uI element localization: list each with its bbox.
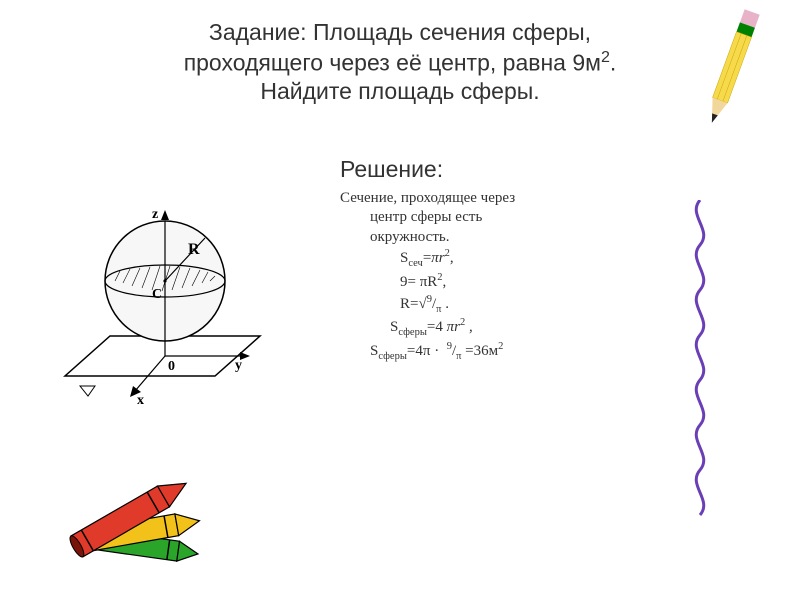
z-arrow [161,210,169,220]
title-sup: 2 [601,48,610,66]
solution-line-2: центр сферы есть [340,208,680,228]
center-dot [163,279,166,282]
formula-s-sec: Sсеч=πr2, [340,247,680,271]
label-C: C [152,287,162,302]
content-row: z y x R C 0 Решение: Сечение, проходящее… [0,156,800,411]
formula-s-sphere-2: Sсферы=4π · 9/π =36м2 [340,340,680,364]
plane [65,336,260,376]
solution-line-1: Сечение, проходящее через [340,189,680,209]
crayon-green [84,528,200,564]
label-R: R [188,241,200,258]
label-O: 0 [168,359,175,374]
title-dot: . [610,49,616,75]
crayons-icon [60,480,210,590]
formula-r: R=√9/π . [340,293,680,317]
formula-s-sphere-1: Sсферы=4 πr2 , [340,316,680,340]
label-z: z [152,207,158,222]
formula-nine: 9= πR2, [340,271,680,293]
crayon-red [67,480,192,559]
angle-marker [80,386,95,396]
solution-body: Сечение, проходящее через центр сферы ес… [340,189,680,364]
y-arrow [240,352,250,360]
title-line-3: Найдите площадь сферы. [260,78,539,104]
equator [105,265,225,297]
title-line-2: проходящего через её центр, равна 9м [184,49,601,75]
solution-heading: Решение: [340,156,680,183]
x-axis [135,356,165,391]
label-y: y [235,358,242,373]
sphere-diagram: z y x R C 0 [60,186,270,406]
label-x: x [137,393,144,406]
hatching [115,266,215,291]
x-arrow [130,386,141,397]
solution-line-3: окружность. [340,228,680,248]
title-line-1: Задание: Площадь сечения сферы, [209,19,591,45]
solution-column: Решение: Сечение, проходящее через центр… [300,156,800,411]
diagram-column: z y x R C 0 [0,156,300,411]
radius-line [165,238,205,281]
crayon-yellow [77,510,201,553]
slide-title: Задание: Площадь сечения сферы, проходящ… [0,0,800,116]
sphere-outline [105,221,225,341]
